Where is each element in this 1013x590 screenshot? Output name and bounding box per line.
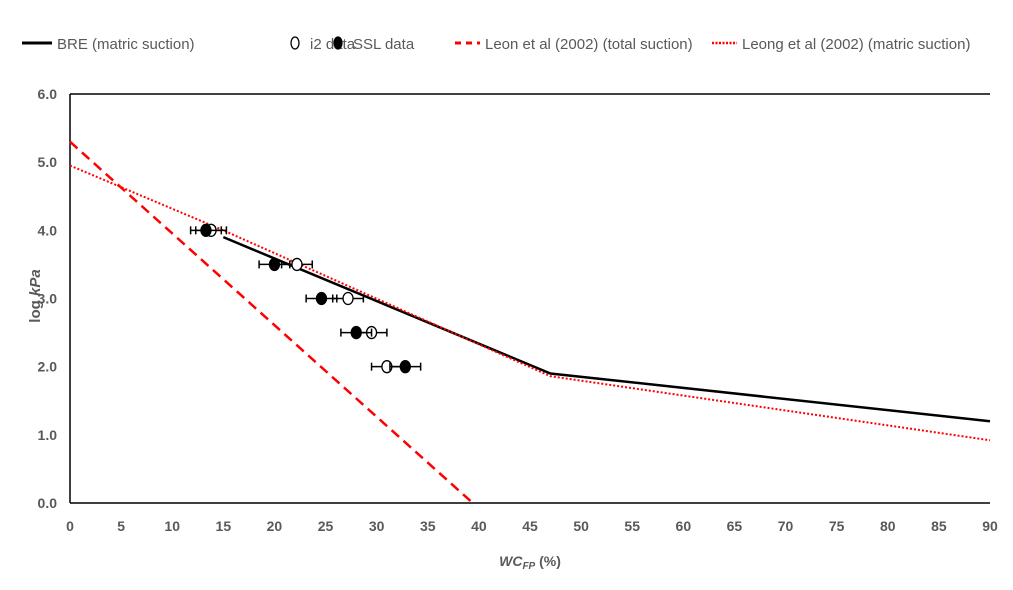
- x-tick-label: 60: [676, 518, 692, 534]
- y-tick-label: 2.0: [38, 359, 58, 375]
- x-axis-label: WCFP (%): [499, 553, 561, 572]
- x-tick-label: 25: [318, 518, 334, 534]
- data-point-ssl: [350, 325, 362, 340]
- x-tick-label: 80: [880, 518, 896, 534]
- series-line-3: [69, 140, 474, 504]
- legend-label-2: SSL data: [353, 36, 415, 53]
- x-tick-label: 90: [982, 518, 998, 534]
- legend-marker-2: [333, 36, 343, 50]
- x-tick-label: 45: [522, 518, 538, 534]
- x-tick-label: 75: [829, 518, 845, 534]
- legend-label-1: i2 data: [310, 36, 356, 53]
- series-line-4: [69, 164, 991, 442]
- data-point-ssl: [200, 223, 212, 237]
- series-line-0: [222, 235, 991, 423]
- x-tick-label: 85: [931, 518, 947, 534]
- data-point-ssl: [315, 291, 328, 306]
- y-tick-label: 0.0: [38, 495, 58, 511]
- x-tick-label: 20: [267, 518, 283, 534]
- x-tick-label: 10: [164, 518, 180, 534]
- y-tick-label: 3.0: [38, 291, 58, 307]
- y-tick-label: 4.0: [38, 222, 58, 238]
- y-tick-label: 6.0: [38, 86, 58, 102]
- legend-marker-1: [290, 36, 300, 50]
- data-point-ssl: [268, 257, 281, 272]
- x-tick-label: 35: [420, 518, 436, 534]
- x-tick-label: 15: [216, 518, 232, 534]
- x-tick-label: 30: [369, 518, 385, 534]
- legend-label-3: Leon et al (2002) (total suction): [485, 36, 693, 53]
- x-tick-label: 55: [624, 518, 640, 534]
- y-tick-label: 1.0: [38, 427, 58, 443]
- x-tick-label: 50: [573, 518, 589, 534]
- data-point-ssl: [399, 360, 411, 374]
- data-point-i2: [291, 257, 303, 272]
- x-tick-label: 0: [66, 518, 74, 534]
- data-point-i2: [342, 291, 354, 306]
- y-tick-label: 5.0: [38, 154, 58, 170]
- x-tick-label: 65: [727, 518, 743, 534]
- x-tick-label: 40: [471, 518, 487, 534]
- x-tick-label: 70: [778, 518, 794, 534]
- legend-label-0: BRE (matric suction): [57, 36, 195, 53]
- y-axis-label: log kPa: [27, 269, 44, 322]
- legend-label-4: Leong et al (2002) (matric suction): [742, 36, 970, 53]
- x-tick-label: 5: [117, 518, 125, 534]
